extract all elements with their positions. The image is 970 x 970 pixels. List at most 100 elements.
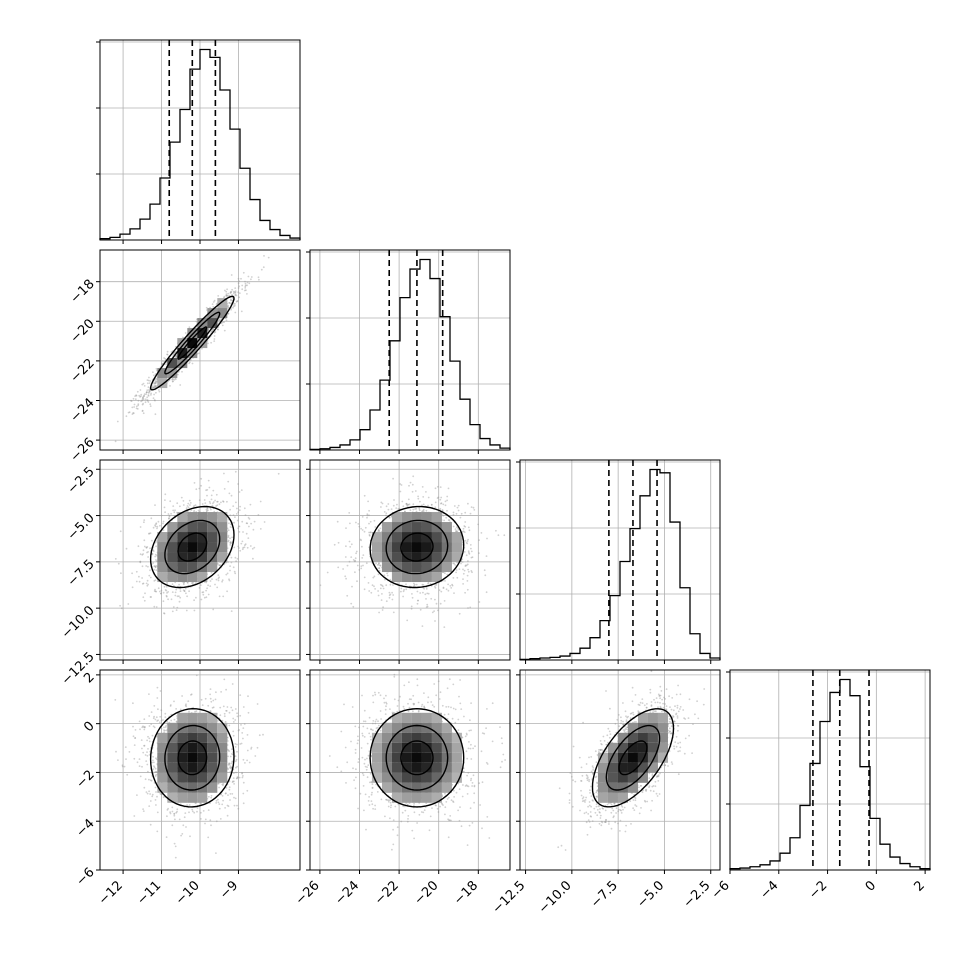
scatter-point — [229, 541, 232, 544]
scatter-point — [370, 531, 372, 534]
density-cell — [217, 512, 228, 523]
scatter-point — [203, 596, 206, 599]
scatter-point — [140, 400, 143, 403]
density-cell — [167, 572, 178, 583]
scatter-point — [445, 588, 448, 591]
scatter-point — [212, 305, 215, 308]
scatter-point — [350, 543, 353, 546]
scatter-point — [427, 582, 429, 585]
scatter-point — [139, 560, 142, 563]
scatter-point — [132, 412, 135, 414]
scatter-point — [155, 606, 158, 608]
scatter-point — [230, 494, 233, 497]
scatter-point — [454, 528, 457, 530]
scatter-point — [139, 396, 142, 398]
scatter-point — [153, 393, 156, 396]
scatter-point — [247, 516, 250, 519]
scatter-point — [229, 569, 231, 572]
scatter-point — [277, 472, 280, 475]
scatter-point — [446, 499, 448, 502]
scatter-point — [171, 378, 174, 381]
density-cell — [391, 532, 402, 543]
scatter-point — [382, 587, 385, 590]
scatter-point — [468, 551, 470, 554]
scatter-point — [387, 503, 390, 505]
scatter-point — [145, 565, 148, 567]
scatter-point — [467, 502, 469, 505]
scatter-point — [236, 557, 239, 560]
scatter-point — [142, 582, 145, 585]
scatter-point — [153, 386, 156, 389]
scatter-point — [243, 507, 246, 510]
scatter-point — [427, 504, 429, 507]
scatter-point — [381, 502, 384, 505]
scatter-point — [216, 563, 219, 566]
scatter-point — [413, 584, 416, 587]
scatter-point — [399, 490, 402, 493]
scatter-point — [188, 590, 191, 593]
scatter-point — [139, 526, 142, 528]
scatter-point — [232, 514, 235, 516]
scatter-point — [446, 495, 449, 498]
scatter-point — [226, 306, 229, 308]
scatter-point — [152, 386, 155, 388]
scatter-point — [234, 303, 236, 305]
scatter-point — [135, 394, 138, 396]
scatter-point — [130, 399, 132, 402]
scatter-point — [231, 297, 234, 299]
scatter-point — [225, 293, 228, 296]
scatter-point — [142, 549, 145, 552]
density-cell — [197, 542, 208, 553]
density-cell — [167, 562, 178, 573]
scatter-point — [244, 285, 247, 288]
scatter-point — [417, 599, 419, 602]
scatter-point — [388, 591, 391, 594]
scatter-point — [154, 590, 157, 593]
scatter-point — [142, 553, 145, 555]
scatter-point — [154, 399, 156, 402]
scatter-point — [166, 720, 169, 723]
scatter-point — [147, 394, 150, 396]
scatter-point — [411, 490, 414, 493]
scatter-point — [148, 389, 151, 392]
scatter-point — [237, 483, 240, 485]
density-cell — [411, 532, 422, 543]
scatter-point — [142, 596, 145, 599]
density-cell — [157, 542, 168, 553]
scatter-point — [165, 361, 168, 364]
scatter-point — [442, 514, 445, 517]
scatter-point — [188, 499, 191, 502]
scatter-point — [207, 479, 210, 482]
scatter-point — [455, 530, 457, 532]
scatter-point — [162, 591, 165, 594]
scatter-point — [462, 568, 464, 571]
scatter-point — [218, 576, 221, 579]
contour-line — [177, 532, 208, 562]
scatter-point — [467, 570, 470, 573]
density-cell — [381, 522, 392, 533]
scatter-point — [132, 412, 135, 415]
scatter-point — [333, 543, 336, 546]
scatter-point — [364, 526, 367, 529]
scatter-point — [226, 288, 229, 291]
scatter-point — [412, 582, 415, 585]
scatter-point — [245, 289, 247, 292]
scatter-point — [216, 504, 219, 507]
scatter-point — [227, 539, 230, 542]
scatter-point — [155, 540, 158, 542]
scatter-point — [442, 586, 445, 589]
scatter-point — [368, 534, 371, 536]
scatter-point — [457, 504, 460, 507]
scatter-point — [485, 555, 488, 557]
scatter-point — [237, 287, 240, 289]
scatter-point — [388, 596, 391, 599]
scatter-point — [164, 493, 167, 496]
scatter-point — [141, 399, 144, 402]
scatter-point — [237, 282, 240, 285]
scatter-point — [114, 440, 117, 443]
scatter-point — [121, 765, 124, 768]
scatter-point — [411, 596, 414, 599]
scatter-point — [392, 611, 395, 614]
scatter-point — [376, 564, 379, 566]
scatter-point — [434, 587, 437, 589]
